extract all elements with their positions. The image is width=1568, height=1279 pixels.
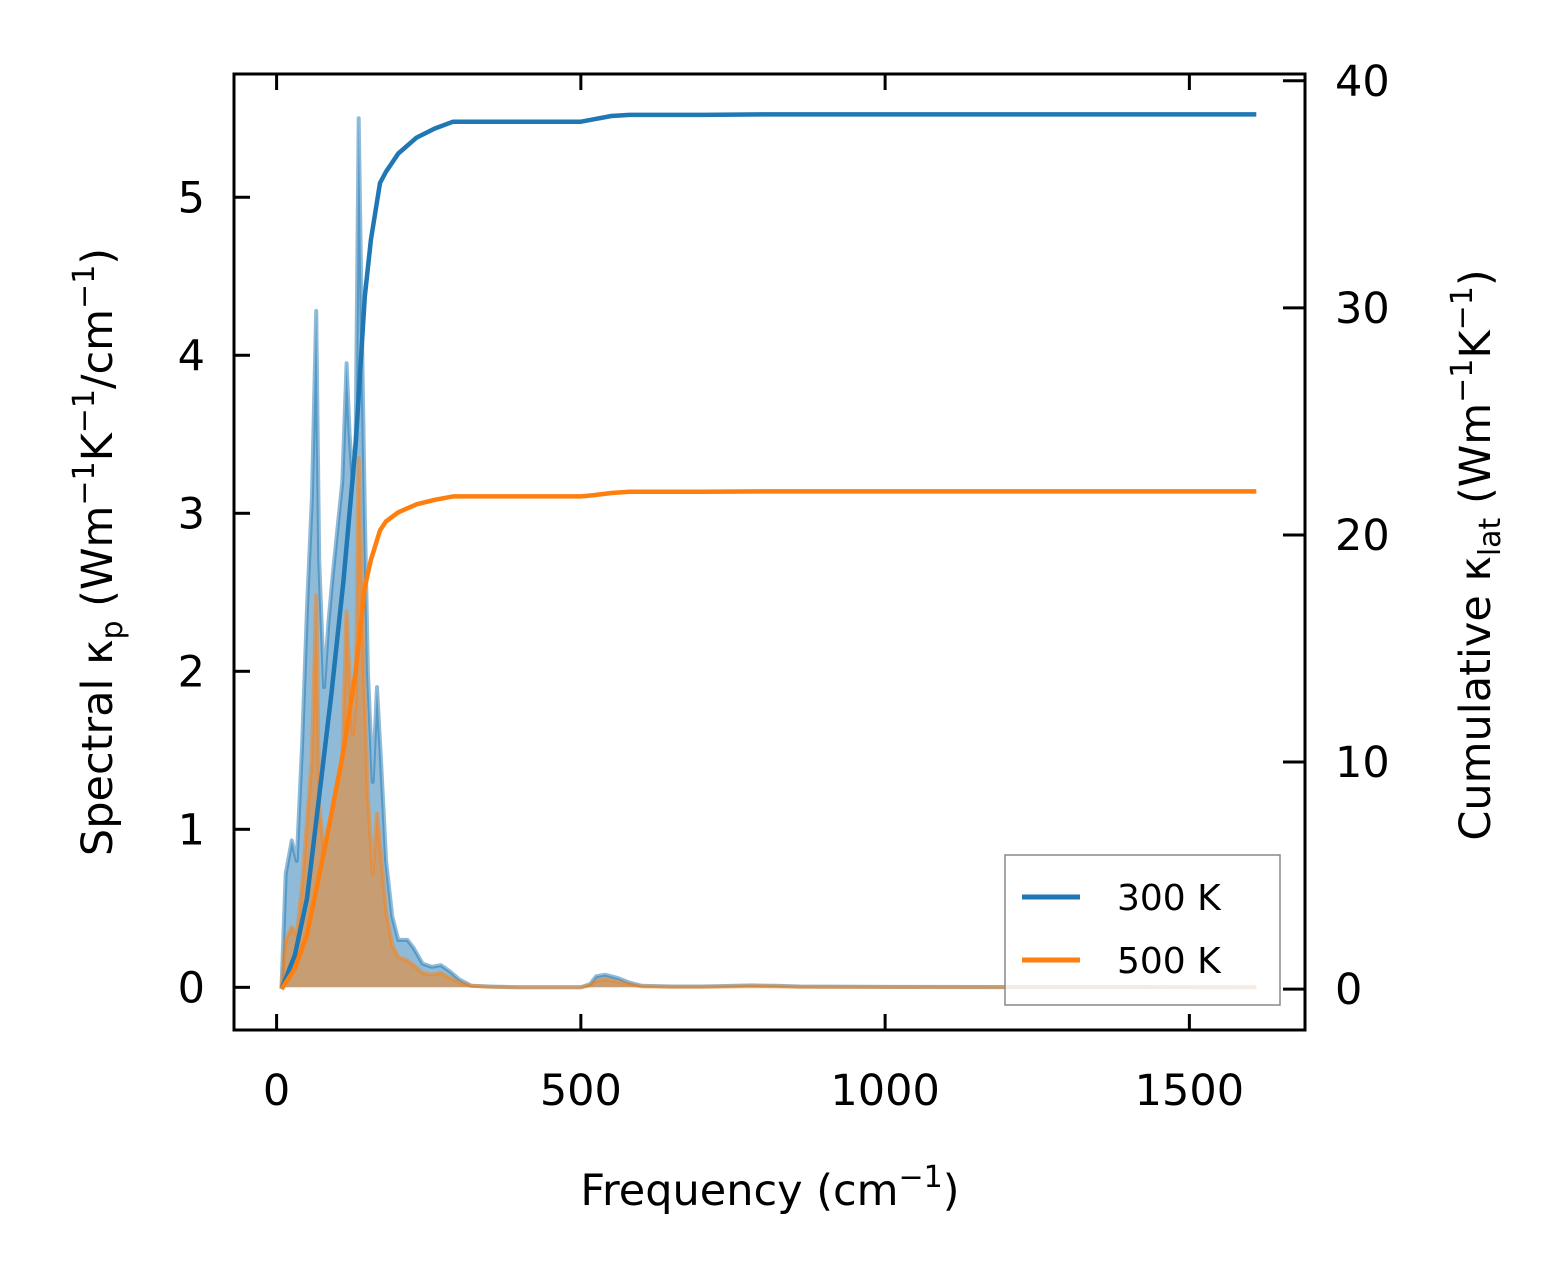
legend-label-500k: 500 K: [1117, 941, 1222, 982]
legend-box: [1004, 854, 1281, 1006]
cumulative-line-300k: [279, 112, 1257, 990]
legend: 300 K 500 K: [1004, 854, 1281, 1006]
y-right-tick-label: 20: [1335, 511, 1390, 561]
y-right-tick-label: 30: [1335, 284, 1390, 334]
tick-layer: 0 500 1000 1500 0 1 2 3 4 5 0 10 20 30 40: [178, 57, 1390, 1116]
y-left-tick-label: 1: [178, 805, 205, 855]
series-line-layer: [279, 112, 1257, 991]
y-right-tick-label: 10: [1335, 738, 1390, 788]
x-tick-label: 0: [263, 1066, 290, 1116]
plot-frame: [232, 72, 1307, 1032]
spectral-area-500k: [281, 458, 1257, 988]
y-left-tick-label: 5: [178, 173, 205, 223]
y-right-tick-label: 40: [1335, 57, 1390, 107]
y-axis-left-title: Spectral κp (Wm−1K−1/cm−1): [67, 248, 130, 856]
legend-label-300k: 300 K: [1117, 878, 1222, 919]
x-tick-label: 1500: [1135, 1066, 1244, 1116]
y-right-tick-label: 0: [1335, 965, 1362, 1015]
y-left-tick-label: 0: [178, 963, 205, 1013]
x-tick-label: 1000: [830, 1066, 939, 1116]
y-left-tick-label: 2: [178, 647, 205, 697]
x-axis-title: Frequency (cm−1): [580, 1160, 959, 1216]
y-left-tick-label: 3: [178, 489, 205, 539]
y-left-tick-label: 4: [178, 331, 205, 381]
y-axis-right-title: Cumulative κlat (Wm−1K−1): [1445, 269, 1508, 840]
cumulative-line-500k: [279, 489, 1257, 991]
x-tick-label: 500: [540, 1066, 622, 1116]
